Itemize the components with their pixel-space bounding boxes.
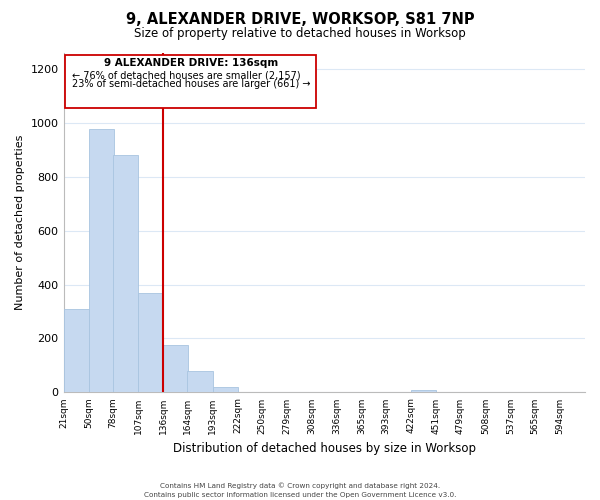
Bar — [64, 309, 89, 392]
Text: ← 76% of detached houses are smaller (2,157): ← 76% of detached houses are smaller (2,… — [72, 70, 301, 81]
X-axis label: Distribution of detached houses by size in Worksop: Distribution of detached houses by size … — [173, 442, 476, 455]
Text: Contains public sector information licensed under the Open Government Licence v3: Contains public sector information licen… — [144, 492, 456, 498]
Bar — [411, 390, 436, 392]
Bar — [163, 345, 188, 393]
Y-axis label: Number of detached properties: Number of detached properties — [15, 135, 25, 310]
Bar — [138, 292, 163, 392]
Text: 9 ALEXANDER DRIVE: 136sqm: 9 ALEXANDER DRIVE: 136sqm — [104, 58, 278, 68]
Text: 9, ALEXANDER DRIVE, WORKSOP, S81 7NP: 9, ALEXANDER DRIVE, WORKSOP, S81 7NP — [125, 12, 475, 28]
Text: 23% of semi-detached houses are larger (661) →: 23% of semi-detached houses are larger (… — [72, 78, 311, 88]
Bar — [65, 55, 316, 108]
Bar — [187, 371, 212, 392]
Text: Size of property relative to detached houses in Worksop: Size of property relative to detached ho… — [134, 28, 466, 40]
Bar — [113, 155, 138, 392]
Bar — [212, 387, 238, 392]
Text: Contains HM Land Registry data © Crown copyright and database right 2024.: Contains HM Land Registry data © Crown c… — [160, 482, 440, 489]
Bar — [89, 130, 114, 392]
